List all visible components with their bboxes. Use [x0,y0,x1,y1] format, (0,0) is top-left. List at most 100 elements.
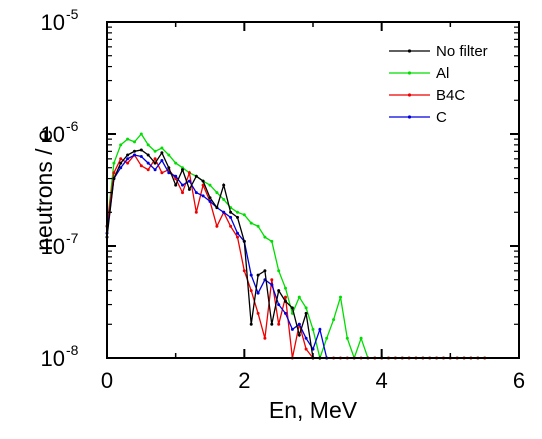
data-point [153,161,157,165]
data-point [112,171,116,175]
data-point [236,210,239,214]
data-point [359,336,363,340]
data-point [112,177,116,181]
data-point [187,171,191,175]
data-point [146,143,150,147]
data-point [208,199,212,203]
data-point [160,146,164,150]
data-point [146,161,150,165]
data-point [270,239,274,243]
data-point [249,322,253,326]
data-point [311,327,315,331]
legend-item: No filter [389,43,488,60]
data-point [256,224,260,228]
data-point [146,168,150,172]
series-c [105,153,329,360]
data-point [249,273,253,277]
data-point [290,306,294,310]
data-point [236,215,239,219]
data-point [174,183,178,187]
y-tick-exponent: -6 [66,118,79,134]
data-point [153,157,157,161]
data-point [297,295,301,299]
data-point [304,306,308,310]
data-point [208,196,212,200]
data-point [229,210,233,214]
x-tick-label: 6 [513,368,525,393]
series-line [106,132,485,361]
data-point [277,322,281,326]
plot-frame [106,21,520,359]
legend-item: C [389,109,447,126]
data-point [181,191,184,195]
y-tick-exponent: -5 [66,6,79,22]
x-axis-label: En, MeV [269,397,358,423]
data-point [229,215,233,219]
data-point [277,269,281,273]
legend-label: B4C [436,87,465,104]
data-point [304,347,308,351]
legend-marker [407,93,412,97]
data-point [263,235,267,239]
y-tick-exponent: -7 [66,230,79,246]
data-point [139,155,143,158]
data-point [222,198,226,201]
legend-marker [407,49,412,53]
data-point [277,289,281,293]
data-point [215,224,219,228]
tick-layer: 0 2 4 610-810-710-610-5 [41,6,526,393]
x-tick-label: 0 [101,368,113,393]
data-point [290,327,294,331]
data-point [284,295,287,299]
data-point [160,159,164,162]
data-point [126,137,130,141]
data-point [297,322,301,326]
data-point [242,213,246,217]
data-point [201,179,205,183]
data-point [139,164,143,168]
data-point [249,221,253,225]
series-al [105,132,487,361]
data-point [284,299,287,303]
data-point [222,210,226,214]
series-no-filter [105,148,322,360]
legend-item: Al [389,65,449,82]
y-tick-label: 10 [41,234,65,259]
legend-item: B4C [389,87,465,104]
data-point [119,143,123,147]
data-point [263,269,267,273]
data-point [270,278,274,282]
data-point [304,336,308,340]
data-point [256,291,260,295]
series-layer [105,132,487,361]
y-axis-label: neutrons / e [31,129,57,250]
data-point [133,149,136,153]
data-point [194,210,198,214]
series-line [106,149,320,359]
data-point [325,336,329,340]
data-point [167,153,171,157]
data-point [304,311,308,315]
data-point [236,231,239,235]
data-point [160,151,164,155]
data-point [242,269,246,273]
legend-marker [407,115,412,119]
y-tick-label: 10 [41,122,65,147]
data-point [236,235,239,239]
data-point [119,161,123,165]
data-point [160,171,164,175]
data-point [201,194,205,198]
data-point [174,161,178,165]
data-point [119,166,123,170]
data-point [139,132,143,136]
series-line [106,154,328,359]
data-point [133,153,136,157]
data-point [249,289,253,293]
data-point [270,322,274,326]
y-tick-label: 10 [41,346,65,371]
data-point [242,239,246,243]
data-point [332,318,336,322]
data-point [133,140,136,144]
legend-label: Al [436,65,449,82]
